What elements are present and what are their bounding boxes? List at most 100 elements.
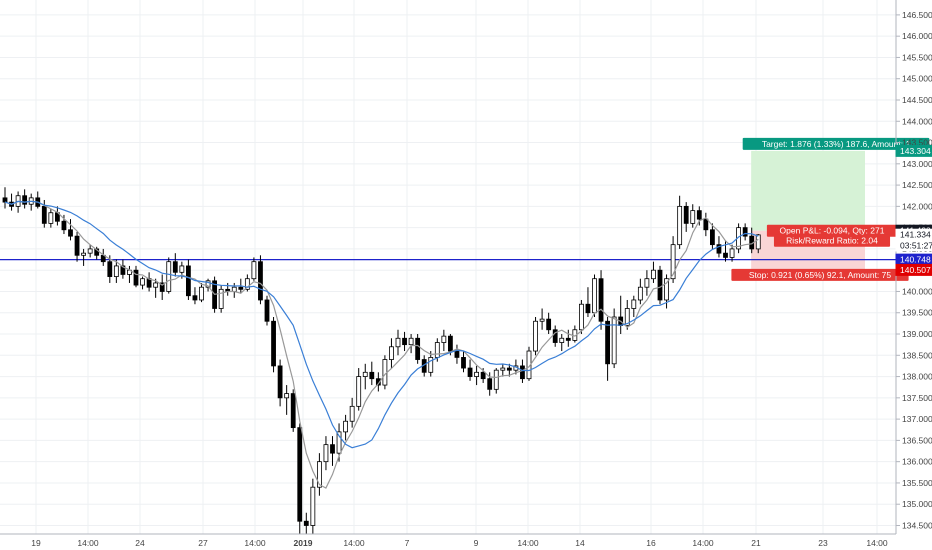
candle-body: [81, 252, 86, 256]
candle-body: [552, 329, 558, 343]
y-tick-label: 135.000: [902, 499, 932, 509]
x-tick-label: 27: [198, 538, 208, 548]
candle-body: [487, 378, 493, 390]
slow-moving-average: [4, 200, 759, 449]
candle-body: [107, 261, 113, 277]
candle-body: [415, 337, 421, 360]
candle-body: [408, 337, 414, 346]
x-tick-label: 14:00: [517, 538, 539, 548]
x-tick-label: 19: [31, 538, 41, 548]
candle-body: [205, 280, 211, 288]
candle-body: [434, 342, 440, 358]
candle-body: [605, 320, 610, 365]
candle-body: [624, 308, 630, 326]
candle-body: [520, 365, 525, 380]
y-tick-label: 137.000: [902, 414, 932, 424]
stop-label: Stop: 0.921 (0.65%) 92.1, Amount: 75: [731, 268, 909, 281]
risk-reward-label-text: Risk/Reward Ratio: 2.04: [786, 236, 878, 246]
x-tick-label: 7: [405, 538, 410, 548]
open-pl-label-text: Open P&L: -0.094, Qty: 271: [780, 226, 885, 236]
candle-body: [480, 371, 486, 380]
price-axis-tag: 140.748: [895, 253, 932, 266]
candle-body: [389, 346, 394, 360]
target-zone: [751, 150, 865, 231]
price-axis[interactable]: 134.500 135.000 135.500 136.000 136.500 137.0…: [895, 0, 932, 534]
candle-body: [199, 286, 204, 301]
x-tick-label: 14:00: [343, 538, 365, 548]
price-axis-tag-text: 140.748: [900, 255, 931, 265]
y-tick-label: 134.500: [902, 520, 932, 530]
candle-body: [68, 229, 73, 237]
candle-body: [461, 357, 466, 369]
candle-body: [703, 218, 709, 231]
candle-body: [729, 248, 735, 258]
candle-body: [369, 371, 375, 380]
price-axis-tag: 140.507: [895, 263, 932, 276]
candles: [2, 187, 761, 534]
risk-reward-label-box: [773, 234, 891, 247]
candle-body: [447, 335, 453, 352]
x-tick-label: 14:00: [77, 538, 99, 548]
stop-label-text: Stop: 0.921 (0.65%) 92.1, Amount: 75: [749, 270, 892, 280]
target-label: Target: 1.876 (1.33%) 187.6, Amount: 1: [742, 137, 930, 150]
x-tick-label: 14:00: [866, 538, 888, 548]
candle-body: [533, 320, 538, 352]
x-tick-label: 21: [751, 538, 761, 548]
candle-body: [271, 320, 276, 367]
y-tick-label: 142.500: [902, 180, 932, 190]
price-axis-tag: 03:51:27: [895, 239, 932, 252]
candle-body: [657, 269, 663, 301]
y-tick-label: 145.000: [902, 74, 932, 84]
price-axis-tag-text: 143.304: [900, 146, 931, 156]
candle-body: [251, 261, 257, 280]
candle-body: [631, 299, 637, 309]
candle-body: [664, 278, 669, 301]
candle-body: [113, 265, 119, 277]
y-tick-label: 146.000: [902, 31, 932, 41]
candle-body: [723, 252, 728, 258]
candle-body: [303, 520, 309, 526]
candle-body: [297, 427, 303, 522]
candle-body: [316, 461, 322, 488]
candle-body: [585, 303, 591, 314]
candle-body: [670, 244, 676, 280]
candle-body: [48, 212, 54, 224]
y-tick-label: 142.000: [902, 201, 932, 211]
candle-body: [290, 393, 296, 429]
candle-body: [258, 261, 263, 301]
y-tick-label: 143.500: [902, 138, 932, 148]
y-tick-label: 138.500: [902, 350, 932, 360]
candle-body: [565, 337, 571, 341]
x-tick-label: 24: [135, 538, 145, 548]
candle-body: [284, 393, 290, 399]
price-axis-tag-box: [895, 239, 932, 252]
candle-body: [755, 234, 761, 250]
candle-body: [644, 278, 650, 288]
candle-body: [428, 357, 434, 373]
candle-body: [677, 205, 683, 246]
candle-body: [323, 444, 329, 463]
candle-body: [454, 350, 460, 358]
candle-body: [166, 261, 172, 292]
stop-label-box: [731, 268, 909, 281]
candle-body: [441, 335, 447, 343]
moving-averages: [4, 200, 759, 489]
candle-body: [120, 265, 126, 275]
candle-body: [231, 286, 237, 292]
candle-body: [87, 248, 93, 254]
candle-body: [395, 337, 401, 348]
candle-body: [683, 205, 689, 224]
candle-body: [696, 210, 702, 220]
candle-body: [343, 420, 349, 433]
candle-body: [179, 265, 185, 273]
x-tick-label: 14:00: [244, 538, 266, 548]
candle-body: [238, 286, 244, 290]
candle-body: [74, 235, 80, 256]
y-tick-label: 136.500: [902, 435, 932, 445]
price-axis-tag: 141.334: [895, 228, 932, 241]
price-axis-tag: 143.304: [895, 144, 932, 157]
risk-reward-label: Risk/Reward Ratio: 2.04: [773, 234, 891, 247]
time-axis[interactable]: 19 14:00 24 27 14:00 2019 14:00 7 9 14:00 14 16 14:0…: [0, 533, 896, 548]
x-tick-label: 14: [575, 538, 585, 548]
